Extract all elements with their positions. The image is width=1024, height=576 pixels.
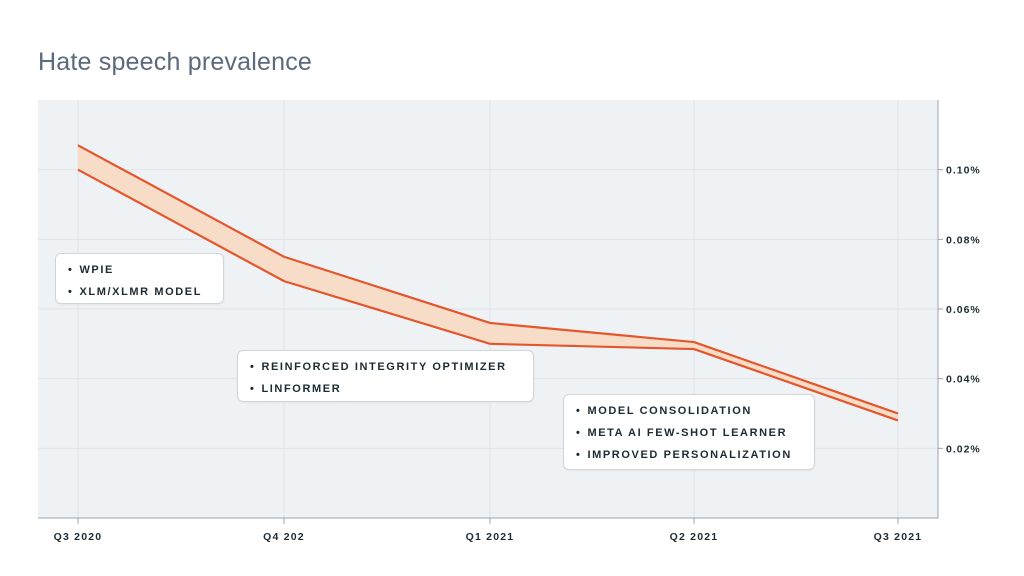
- callout-item: • REINFORCED INTEGRITY OPTIMIZER: [250, 361, 507, 373]
- callout-wpie: • WPIE • XLM/XLMR MODEL: [55, 253, 224, 304]
- callout-consolidation: • MODEL CONSOLIDATION • META AI FEW-SHOT L…: [563, 394, 815, 470]
- series-line-upper: [77, 144, 899, 415]
- callout-item: • IMPROVED PERSONALIZATION: [576, 449, 792, 461]
- callout-item: • XLM/XLMR MODEL: [68, 286, 203, 298]
- callout-item: • WPIE: [68, 264, 114, 276]
- series-line-lower: [77, 168, 899, 422]
- callout-item: • LINFORMER: [250, 383, 342, 395]
- callout-rio: • REINFORCED INTEGRITY OPTIMIZER • LINFORM…: [237, 350, 534, 402]
- chart-title: Hate speech prevalence: [38, 48, 313, 76]
- callout-item: • META AI FEW-SHOT LEARNER: [576, 427, 788, 439]
- x-tick-label: Q2 2021: [670, 531, 719, 543]
- y-tick-label: 0.04%: [946, 374, 981, 386]
- y-tick-label: 0.02%: [946, 443, 981, 455]
- y-tick-label: 0.06%: [946, 304, 981, 316]
- x-tick-label: Q3 2020: [54, 531, 103, 543]
- y-tick-label: 0.10%: [946, 165, 981, 177]
- x-tick-label: Q1 2021: [466, 531, 515, 543]
- x-tick-label: Q4 202: [263, 531, 305, 543]
- y-tick-label: 0.08%: [946, 234, 981, 246]
- callout-item: • MODEL CONSOLIDATION: [576, 405, 752, 417]
- x-tick-label: Q3 2021: [874, 531, 923, 543]
